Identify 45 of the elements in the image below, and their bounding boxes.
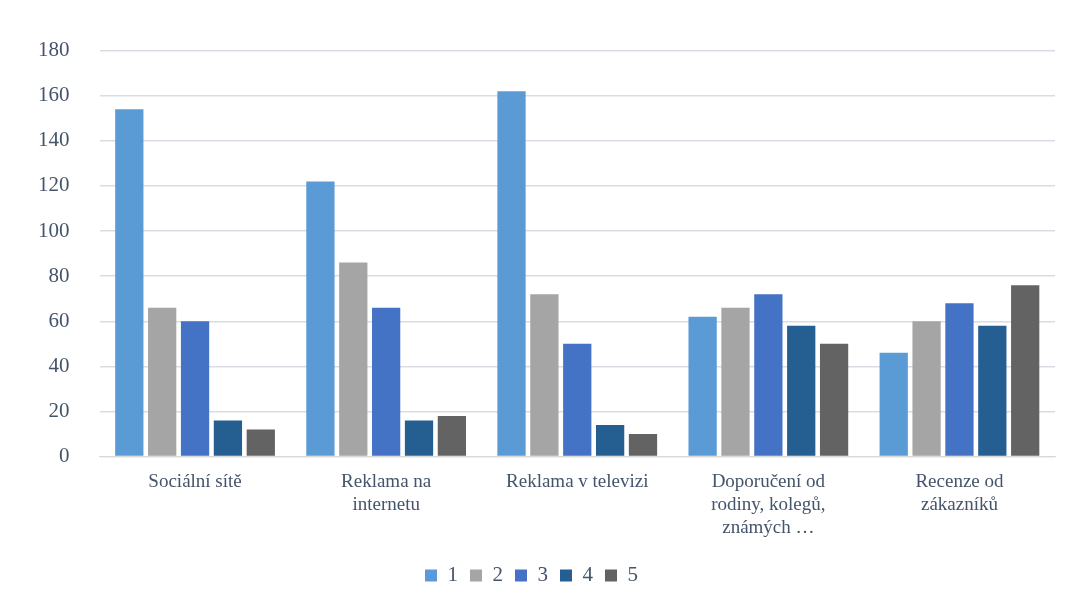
bar — [628, 434, 658, 456]
bar — [819, 343, 849, 456]
x-tick-label: Reklama na internetu — [341, 469, 432, 514]
x-tick-label: Sociální sítě — [148, 469, 242, 491]
bar — [339, 262, 368, 456]
y-tick-label: 140 — [38, 127, 70, 152]
bar — [530, 294, 559, 456]
y-tick-label: 160 — [38, 82, 70, 107]
y-tick-label: 80 — [48, 262, 70, 287]
x-tick-label: Reklama v televizi — [506, 469, 649, 491]
legend-label: 3 — [537, 562, 548, 587]
bar — [213, 420, 243, 456]
y-tick-label: 60 — [48, 307, 70, 332]
y-tick-label: 100 — [38, 217, 70, 242]
y-tick-label: 0 — [59, 443, 70, 468]
bar — [945, 303, 974, 456]
legend-label: 1 — [447, 562, 458, 587]
x-tick-label: Doporučení od rodiny, kolegů, známých … — [711, 469, 826, 537]
bar — [246, 429, 275, 456]
bar — [306, 181, 335, 456]
y-tick-label: 40 — [48, 352, 70, 377]
legend-label: 2 — [492, 562, 503, 587]
bar — [721, 307, 750, 456]
bar — [372, 307, 401, 456]
bar — [563, 343, 592, 456]
legend-label: 5 — [627, 562, 638, 587]
bar — [497, 91, 526, 456]
bar — [437, 416, 467, 456]
bar — [404, 420, 434, 456]
bar — [1011, 285, 1040, 456]
y-tick-label: 120 — [38, 172, 70, 197]
x-tick-label: Recenze od zákazníků — [915, 469, 1004, 514]
bar — [115, 109, 144, 456]
bar — [978, 325, 1007, 456]
bar — [595, 425, 625, 456]
bar — [912, 321, 941, 456]
legend-label: 4 — [582, 562, 594, 587]
bar — [754, 294, 783, 456]
bar — [148, 307, 177, 456]
bar — [180, 321, 210, 456]
y-tick-label: 180 — [38, 37, 70, 62]
bar — [688, 316, 717, 456]
y-tick-label: 20 — [48, 398, 70, 422]
bar — [879, 352, 908, 456]
bar — [787, 325, 816, 456]
